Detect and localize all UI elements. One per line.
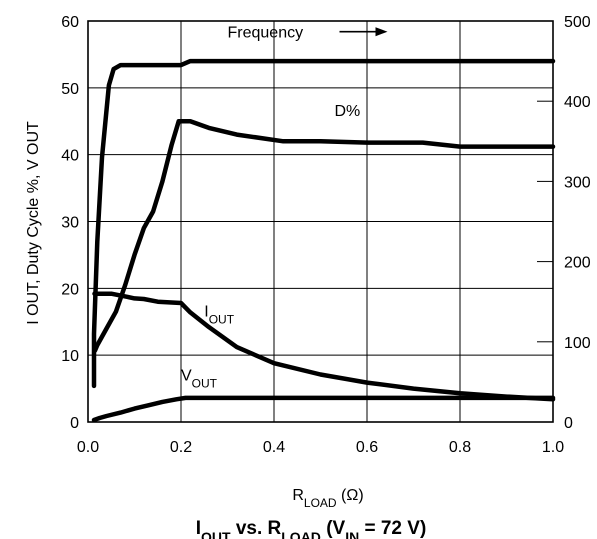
x-tick-label: 0.2 <box>170 439 192 456</box>
x-tick-label: 0.4 <box>263 439 285 456</box>
series-label: VOUT <box>181 368 218 391</box>
frequency-arrow-icon <box>375 27 388 37</box>
x-axis-label: RLOAD (Ω) <box>292 487 363 510</box>
series-vout-line <box>91 395 556 423</box>
y-tick-label: 30 <box>61 215 79 232</box>
series-label: Frequency <box>228 25 304 42</box>
x-tick-label: 1.0 <box>542 439 564 456</box>
series-d-line <box>92 119 556 353</box>
series-iout-line <box>92 291 556 402</box>
y-tick-label: 40 <box>61 148 79 165</box>
y2-tick-label: 0 <box>564 415 573 432</box>
y2-tick-label: 100 <box>564 335 591 352</box>
y-tick-label: 50 <box>61 81 79 98</box>
y-tick-label: 0 <box>70 415 79 432</box>
x-tick-label: 0.0 <box>77 439 99 456</box>
y-tick-label: 20 <box>61 281 79 298</box>
chart-title: IOUT vs. RLOAD (VIN = 72 V) <box>196 518 427 539</box>
series-label: IOUT <box>204 303 234 326</box>
x-tick-label: 0.8 <box>449 439 471 456</box>
gridlines <box>88 21 553 422</box>
series-lines <box>91 58 556 423</box>
y-axis-label: I OUT, Duty Cycle %, V OUT <box>25 121 42 325</box>
y2-tick-label: 500 <box>564 14 591 31</box>
x-tick-label: 0.6 <box>356 439 378 456</box>
series-labels: Frequency D% IOUT VOUT <box>181 25 388 391</box>
y2-tick-label: 400 <box>564 94 591 111</box>
plot-frame <box>87 20 554 423</box>
series-label: D% <box>334 103 360 120</box>
y2-tick-label: 200 <box>564 255 591 272</box>
y-tick-label: 60 <box>61 14 79 31</box>
y-tick-label: 10 <box>61 348 79 365</box>
tick-labels: 0.0 0.2 0.4 0.6 0.8 1.00102030405060010020030… <box>61 14 591 456</box>
y2-tick-label: 300 <box>564 174 591 191</box>
series-frequency-line <box>91 58 556 389</box>
